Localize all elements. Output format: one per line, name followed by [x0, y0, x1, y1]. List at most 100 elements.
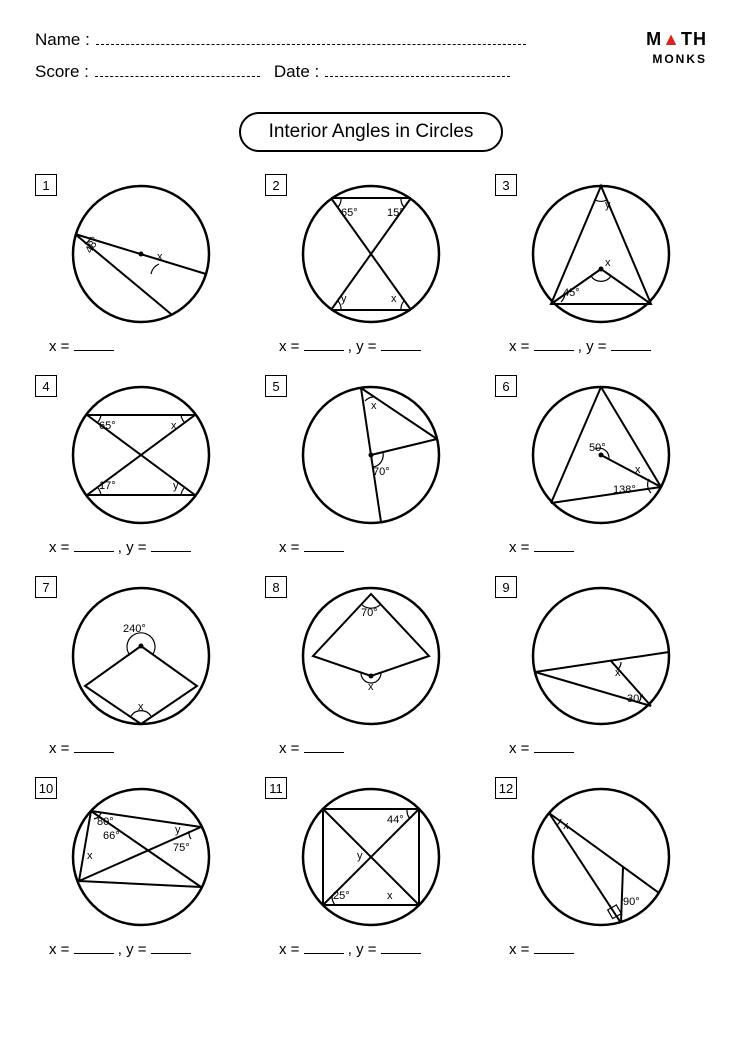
diagram-wrap: x 90°	[495, 777, 707, 937]
answer-blank[interactable]	[151, 540, 191, 552]
problem-number: 2	[265, 174, 287, 196]
problem-cell: 3 y x 45° x = , y =	[495, 174, 707, 355]
logo-th: TH	[681, 29, 707, 49]
answer-blank[interactable]	[74, 741, 114, 753]
problem-number: 5	[265, 375, 287, 397]
answer-blank[interactable]	[381, 942, 421, 954]
answer-blank[interactable]	[304, 540, 344, 552]
x-equals: x =	[49, 941, 69, 958]
worksheet-title: Interior Angles in Circles	[239, 112, 504, 152]
problem-cell: 9 x 30° x =	[495, 576, 707, 757]
name-blank[interactable]	[96, 31, 526, 45]
problem-cell: 11 44° y 25° x x = , y =	[265, 777, 477, 958]
angle-label: x	[635, 464, 641, 476]
circle-diagram: x 30°	[521, 576, 681, 736]
angle-label: 90°	[623, 896, 640, 908]
x-equals: x =	[279, 539, 299, 556]
x-equals: x =	[49, 539, 69, 556]
answer-line: x = , y =	[35, 941, 247, 958]
name-label: Name :	[35, 30, 90, 50]
angle-label: 65°	[99, 420, 116, 432]
angle-label: x	[391, 293, 397, 305]
answer-line: x =	[265, 539, 477, 556]
angle-label: 138°	[613, 484, 636, 496]
problem-number: 1	[35, 174, 57, 196]
angle-label: x	[615, 667, 621, 679]
name-row: Name :	[35, 30, 646, 50]
answer-line: x =	[495, 740, 707, 757]
answer-blank[interactable]	[74, 339, 114, 351]
angle-label: 17°	[99, 480, 116, 492]
problem-cell: 7 240° x x =	[35, 576, 247, 757]
answer-line: x = , y =	[265, 941, 477, 958]
answer-blank[interactable]	[304, 741, 344, 753]
y-equals: , y =	[348, 941, 377, 958]
diagram-wrap: 50° x 138°	[495, 375, 707, 535]
answer-blank[interactable]	[611, 339, 651, 351]
angle-label: 70°	[361, 607, 378, 619]
x-equals: x =	[49, 740, 69, 757]
x-equals: x =	[279, 740, 299, 757]
date-label: Date :	[274, 62, 319, 82]
x-equals: x =	[49, 338, 69, 355]
angle-label: y	[341, 293, 347, 305]
circle-diagram: 65° 15° y x	[291, 174, 451, 334]
answer-blank[interactable]	[151, 942, 191, 954]
problem-number: 11	[265, 777, 287, 799]
answer-blank[interactable]	[304, 339, 344, 351]
answer-blank[interactable]	[74, 540, 114, 552]
answer-blank[interactable]	[534, 339, 574, 351]
angle-label: x	[138, 701, 144, 713]
y-equals: , y =	[118, 941, 147, 958]
answer-blank[interactable]	[534, 741, 574, 753]
answer-blank[interactable]	[74, 942, 114, 954]
problem-number: 12	[495, 777, 517, 799]
diagram-wrap: 48° x	[35, 174, 247, 334]
circle-diagram: 65° x 17° y	[61, 375, 221, 535]
problem-number: 7	[35, 576, 57, 598]
diagram-wrap: 44° y 25° x	[265, 777, 477, 937]
problem-number: 6	[495, 375, 517, 397]
circle-diagram: 50° x 138°	[521, 375, 681, 535]
angle-label: x	[387, 890, 393, 902]
circle-diagram: 70° x	[291, 576, 451, 736]
angle-label: 66°	[103, 830, 120, 842]
problem-number: 9	[495, 576, 517, 598]
angle-label: 240°	[123, 623, 146, 635]
problem-cell: 2 65° 15° y x x = , y =	[265, 174, 477, 355]
worksheet-header: Name : Score : Date : M▲TH MONKS	[35, 30, 707, 94]
angle-label: y	[605, 199, 611, 211]
answer-blank[interactable]	[534, 942, 574, 954]
logo-monks: MONKS	[652, 52, 707, 66]
angle-label: x	[171, 420, 177, 432]
angle-label: x	[563, 820, 569, 832]
x-equals: x =	[279, 941, 299, 958]
circle-diagram: 44° y 25° x	[291, 777, 451, 937]
answer-blank[interactable]	[304, 942, 344, 954]
diagram-wrap: 80° 66° x y 75°	[35, 777, 247, 937]
problem-cell: 6 50° x 138° x =	[495, 375, 707, 556]
y-equals: , y =	[578, 338, 607, 355]
circle-diagram: 240° x	[61, 576, 221, 736]
score-blank[interactable]	[95, 63, 260, 77]
date-blank[interactable]	[325, 63, 510, 77]
diagram-wrap: 65° 15° y x	[265, 174, 477, 334]
problem-number: 10	[35, 777, 57, 799]
diagram-wrap: 70° x	[265, 576, 477, 736]
angle-label: 45°	[563, 287, 580, 299]
problem-number: 8	[265, 576, 287, 598]
answer-line: x = , y =	[495, 338, 707, 355]
answer-blank[interactable]	[534, 540, 574, 552]
diagram-wrap: 240° x	[35, 576, 247, 736]
answer-line: x =	[35, 338, 247, 355]
angle-label: x	[87, 850, 93, 862]
problems-grid: 1 48° x x = 2	[35, 174, 707, 958]
angle-label: 25°	[333, 890, 350, 902]
problem-number: 4	[35, 375, 57, 397]
answer-blank[interactable]	[381, 339, 421, 351]
answer-line: x =	[265, 740, 477, 757]
problem-cell: 5 x 70° x =	[265, 375, 477, 556]
problem-cell: 12 x 90° x =	[495, 777, 707, 958]
x-equals: x =	[509, 941, 529, 958]
x-equals: x =	[509, 539, 529, 556]
